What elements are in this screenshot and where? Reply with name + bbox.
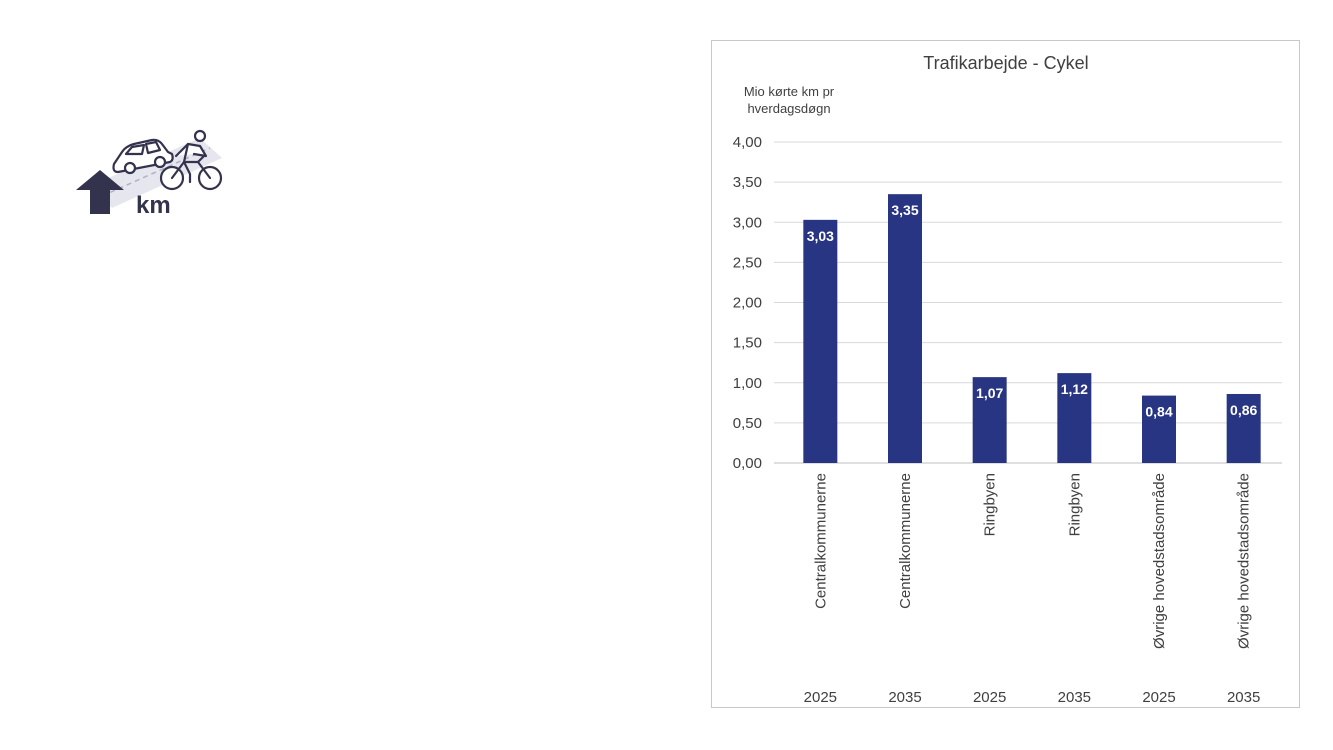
data-label: 1,12 <box>1061 381 1088 397</box>
y-axis-label-line-1: Mio kørte km pr <box>744 84 835 99</box>
category-label: Ringbyen <box>1066 473 1083 536</box>
category-label: Centralkommunerne <box>812 473 829 609</box>
year-label: 2035 <box>1227 689 1260 706</box>
y-tick-label: 3,00 <box>733 214 762 231</box>
data-label: 3,35 <box>891 202 918 218</box>
y-axis-label-line-2: hverdagsdøgn <box>747 101 830 116</box>
year-label: 2035 <box>1058 689 1091 706</box>
category-label: Øvrige hovedstadsområde <box>1151 473 1168 649</box>
km-logo: km <box>72 126 232 221</box>
data-label: 0,84 <box>1145 404 1172 420</box>
chart-title: Trafikarbejde - Cykel <box>923 53 1088 73</box>
y-tick-label: 0,00 <box>733 455 762 472</box>
y-tick-label: 0,50 <box>733 415 762 432</box>
data-label: 0,86 <box>1230 402 1257 418</box>
category-label: Centralkommunerne <box>897 473 914 609</box>
year-label: 2025 <box>1142 689 1175 706</box>
year-label: 2035 <box>888 689 921 706</box>
y-tick-label: 2,00 <box>733 295 762 312</box>
y-tick-label: 3,50 <box>733 174 762 191</box>
y-tick-label: 4,00 <box>733 134 762 151</box>
bar <box>1226 393 1261 463</box>
bar <box>803 219 838 463</box>
car-bicycle-distance-icon <box>76 129 223 214</box>
bar <box>1142 395 1176 463</box>
data-label: 1,07 <box>976 385 1003 401</box>
y-tick-label: 1,00 <box>733 375 762 392</box>
bar <box>972 377 1007 463</box>
category-label: Ringbyen <box>982 473 999 536</box>
bar <box>1057 373 1092 463</box>
bar-chart: Trafikarbejde - Cykel Mio kørte km pr hv… <box>733 53 1282 706</box>
chart-frame: Trafikarbejde - Cykel Mio kørte km pr hv… <box>711 40 1300 708</box>
year-label: 2025 <box>973 689 1006 706</box>
category-label: Øvrige hovedstadsområde <box>1236 473 1253 649</box>
y-tick-label: 1,50 <box>733 335 762 352</box>
bar <box>888 194 922 463</box>
year-label: 2025 <box>804 689 837 706</box>
data-label: 3,03 <box>807 228 834 244</box>
y-tick-label: 2,50 <box>733 254 762 271</box>
km-label: km <box>136 192 171 219</box>
